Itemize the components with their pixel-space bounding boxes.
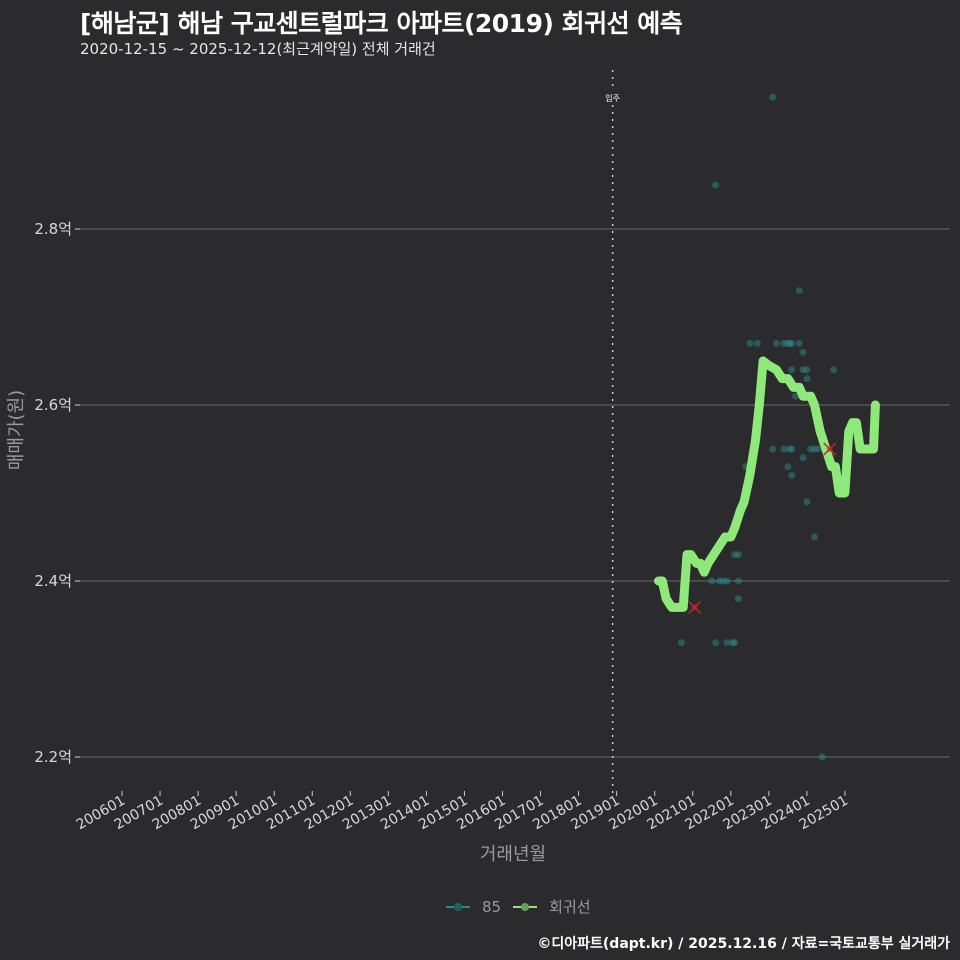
data-point [734, 577, 742, 585]
data-point [723, 577, 731, 585]
legend: 85 회귀선 [446, 896, 603, 917]
data-point [772, 339, 780, 347]
data-point [712, 639, 720, 647]
data-point [708, 577, 716, 585]
legend-key-85-icon [446, 905, 470, 908]
annotation-label: 입주 [605, 94, 620, 103]
data-point [818, 753, 826, 761]
data-point [799, 348, 807, 356]
move-in-annotation: 입주 [603, 70, 622, 796]
data-point [734, 595, 742, 603]
legend-key-regression-icon [513, 905, 538, 908]
chart-title: [해남군] 해남 구교센트럴파크 아파트(2019) 회귀선 예측 [80, 9, 683, 38]
data-point [788, 445, 796, 453]
data-point [677, 639, 685, 647]
data-point [799, 454, 807, 462]
x-markers [688, 442, 837, 614]
data-point [780, 445, 788, 453]
regression-line [654, 356, 880, 612]
data-point [746, 339, 754, 347]
y-axis-label: 매매가(원) [6, 390, 27, 470]
data-point [803, 366, 811, 374]
data-point [795, 287, 803, 295]
legend-item-85: 85 [446, 898, 501, 916]
grid-lines [80, 228, 950, 758]
data-point [723, 639, 731, 647]
y-tick-label: 2.6억 [34, 396, 72, 414]
data-point [753, 339, 761, 347]
scatter-points-85 [677, 93, 838, 761]
data-point [791, 392, 799, 400]
y-tick-label: 2.8억 [34, 220, 72, 238]
data-point [734, 551, 742, 559]
data-point [788, 339, 796, 347]
data-point [803, 375, 811, 383]
data-point [830, 366, 838, 374]
data-point [712, 181, 720, 189]
data-point [814, 445, 822, 453]
data-point [803, 498, 811, 506]
x-axis-label: 거래년월 [480, 844, 546, 865]
data-point [769, 445, 777, 453]
data-point [731, 639, 739, 647]
data-point [788, 471, 796, 479]
legend-item-regression: 회귀선 [513, 896, 591, 917]
y-tick-label: 2.4억 [34, 572, 72, 590]
data-point [795, 339, 803, 347]
footer-credit: ©디아파트(dapt.kr) / 2025.12.16 / 자료=국토교통부 실… [537, 936, 950, 952]
x-axis: 2006012007012008012009012010012011012012… [74, 791, 851, 833]
y-axis: 2.2억 2.4억 2.6억 2.8억 [34, 220, 80, 766]
legend-label-regression: 회귀선 [549, 898, 591, 916]
data-point [769, 93, 777, 101]
data-point [811, 533, 819, 541]
chart-subtitle: 2020-12-15 ~ 2025-12-12(최근계약일) 전체 거래건 [80, 40, 436, 58]
data-point [788, 366, 796, 374]
data-point [784, 463, 792, 471]
y-tick-label: 2.2억 [34, 748, 72, 766]
legend-label-85: 85 [482, 897, 502, 916]
